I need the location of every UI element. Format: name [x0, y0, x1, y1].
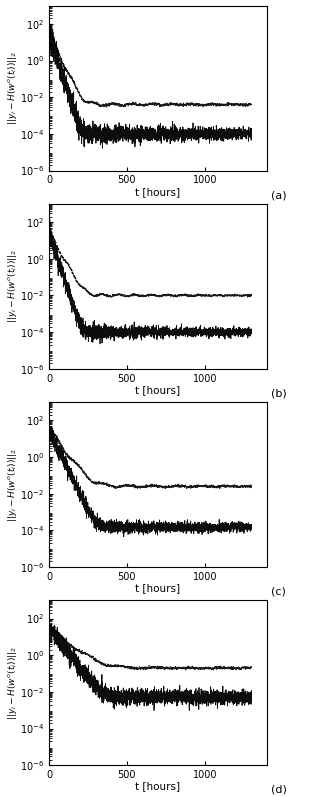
X-axis label: t [hours]: t [hours] — [136, 583, 181, 593]
X-axis label: t [hours]: t [hours] — [136, 385, 181, 395]
Y-axis label: $||y_i - H(w^o(t_i))||_2$: $||y_i - H(w^o(t_i))||_2$ — [5, 646, 19, 720]
Y-axis label: $||y_i - H(w^o(t_i))||_2$: $||y_i - H(w^o(t_i))||_2$ — [5, 447, 19, 521]
Text: (d): (d) — [271, 785, 287, 795]
Text: (c): (c) — [271, 587, 286, 597]
Y-axis label: $||y_i - H(w^o(t_i))||_2$: $||y_i - H(w^o(t_i))||_2$ — [5, 51, 19, 125]
Text: (a): (a) — [271, 190, 287, 200]
X-axis label: t [hours]: t [hours] — [136, 781, 181, 791]
X-axis label: t [hours]: t [hours] — [136, 186, 181, 197]
Y-axis label: $||y_i - H(w^o(t_i))||_2$: $||y_i - H(w^o(t_i))||_2$ — [5, 249, 19, 324]
Text: (b): (b) — [271, 389, 287, 398]
